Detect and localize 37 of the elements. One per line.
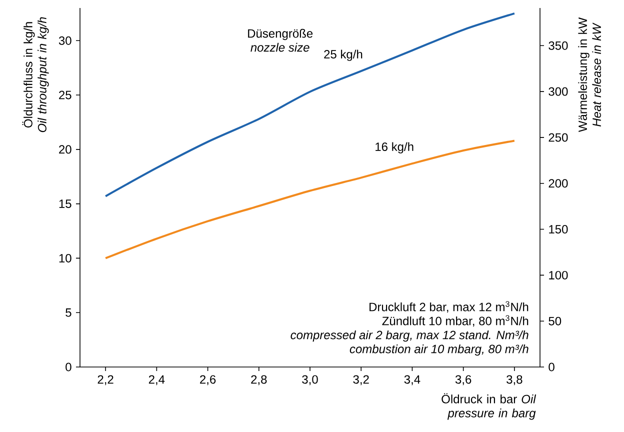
y-tick-label: 10: [59, 254, 72, 262]
y2-tick-label: 150: [549, 225, 568, 234]
x-tick-label: 2,2: [98, 375, 114, 386]
x-tick-label: 2,4: [148, 375, 165, 386]
y2-tick-label: 350: [548, 41, 568, 50]
annotation: combustion air 10 mbarg, 80 m³/h: [350, 344, 528, 356]
x-tick-label: 2,6: [200, 375, 216, 386]
x-tick-label: 2,8: [251, 375, 267, 386]
annotation: Düsengröße: [248, 28, 313, 40]
y2-tick-label: 250: [548, 133, 568, 142]
x-tick-label: 3,8: [506, 375, 522, 386]
y-tick-label: 20: [59, 145, 72, 154]
y2-tick-label: 100: [549, 270, 568, 280]
y-tick-label: 5: [66, 308, 72, 317]
y-tick-label: 0: [66, 362, 72, 372]
y2-tick-label: 300: [548, 87, 568, 96]
y2-tick-label: 200: [548, 179, 568, 188]
y-axis-title: Öldurchfluss in kg/h Oil throughput in kg/h: [22, 17, 49, 132]
y-tick-label: 25: [59, 90, 72, 100]
x-tick-label: 3,4: [404, 375, 420, 386]
annotation: nozzle size: [250, 42, 310, 52]
x-tick-label: 3,2: [353, 375, 369, 386]
line-series: [104, 12, 516, 198]
annotation: Zündluft 10 mbar, 80 m$^{3}$N/h: [382, 315, 528, 327]
x-tick-label: 3,6: [455, 375, 472, 386]
y-tick-label: 15: [59, 200, 72, 208]
y2-tick-label: 0: [548, 362, 554, 372]
y2-tick-label: 50: [548, 316, 562, 326]
series-label: 25 kg/h: [324, 50, 362, 61]
y-tick-label: 30: [58, 36, 72, 45]
annotation: Druckluft 2 bar, max 12 m$^{3}$N/h: [370, 301, 528, 313]
x-axis-title: Öldruck in bar Oil pressure in barg: [442, 393, 536, 420]
annotation: compressed air 2 barg, max 12 stand. Nm³/h: [290, 330, 528, 342]
x-tick-label: 3,0: [302, 375, 318, 386]
y2-axis-title: Wärmeleistung in kW Heat release in kW: [578, 17, 602, 132]
series-label: 16 kg/h: [376, 142, 414, 154]
line-series: [104, 140, 516, 260]
